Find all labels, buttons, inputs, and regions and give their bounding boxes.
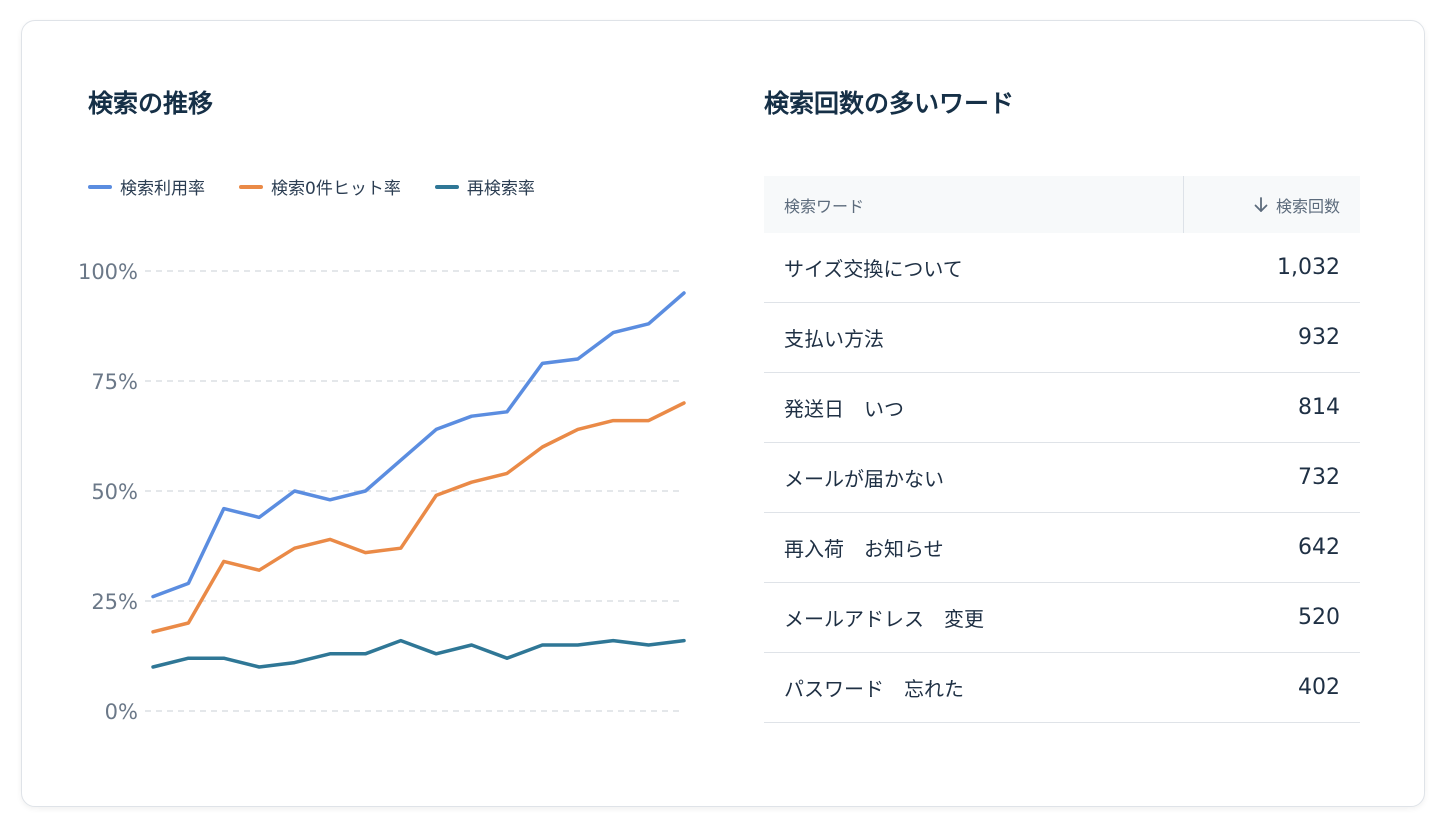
search-word-cell: 発送日 いつ (784, 397, 904, 421)
table-row[interactable]: メールが届かない 732 (764, 443, 1360, 513)
search-count-cell: 1,032 (1277, 255, 1340, 280)
search-word-cell: パスワード 忘れた (784, 677, 964, 701)
legend-item-series-2[interactable]: 検索0件ヒット率 (239, 174, 401, 199)
column-header-word[interactable]: 検索ワード (764, 176, 1184, 233)
series-line-3[interactable] (151, 638, 686, 669)
y-tick-label: 50% (91, 480, 138, 504)
search-count-cell: 520 (1298, 605, 1340, 630)
chart-title: 検索の推移 (88, 89, 214, 118)
chart-legend: 検索利用率 検索0件ヒット率 再検索率 (88, 174, 569, 199)
search-word-cell: 支払い方法 (784, 327, 884, 351)
search-word-cell: サイズ交換について (784, 257, 963, 281)
line-chart: 0% 25% 50% 75% 100% (78, 260, 686, 724)
y-tick-label: 75% (91, 370, 138, 394)
dashboard-card (21, 20, 1425, 807)
y-tick-label: 100% (78, 260, 138, 284)
search-count-cell: 732 (1298, 465, 1340, 490)
legend-label-series-1: 検索利用率 (120, 179, 205, 199)
table-body: サイズ交換について 1,032 支払い方法 932 発送日 いつ 814 メールが届かない 7… (764, 233, 1360, 723)
search-count-cell: 932 (1298, 325, 1340, 350)
search-count-cell: 402 (1298, 675, 1340, 700)
search-word-cell: メールが届かない (784, 467, 944, 491)
legend-swatch-series-3 (434, 184, 459, 189)
arrow-down-icon (1254, 196, 1268, 212)
legend-label-series-2: 検索0件ヒット率 (271, 179, 401, 199)
table-row[interactable]: メールアドレス 変更 520 (764, 583, 1360, 653)
search-words-table: 検索ワード 検索回数 サイズ交換について 1,032 支払い方法 932 発送日 いつ 8… (764, 176, 1360, 723)
search-count-cell: 642 (1298, 535, 1340, 560)
legend-item-series-3[interactable]: 再検索率 (434, 174, 535, 199)
y-tick-label: 25% (91, 590, 138, 614)
table-row[interactable]: パスワード 忘れた 402 (764, 653, 1360, 723)
legend-label-series-3: 再検索率 (466, 179, 535, 199)
column-header-count-label: 検索回数 (1275, 196, 1340, 216)
series-line-1[interactable] (151, 291, 686, 599)
y-tick-label: 0% (105, 700, 138, 724)
legend-item-series-1[interactable]: 検索利用率 (88, 174, 205, 199)
table-row[interactable]: 再入荷 お知らせ 642 (764, 513, 1360, 583)
table-row[interactable]: 発送日 いつ 814 (764, 373, 1360, 443)
search-count-cell: 814 (1298, 395, 1340, 420)
legend-swatch-series-1 (88, 184, 112, 189)
search-word-cell: 再入荷 お知らせ (784, 537, 944, 561)
table-row[interactable]: 支払い方法 932 (764, 303, 1360, 373)
table-title: 検索回数の多いワード (764, 89, 1015, 118)
table-header: 検索ワード 検索回数 (764, 176, 1360, 233)
column-header-count[interactable]: 検索回数 (1184, 176, 1360, 233)
search-word-cell: メールアドレス 変更 (784, 607, 984, 631)
table-row[interactable]: サイズ交換について 1,032 (764, 233, 1360, 303)
series-line-2[interactable] (151, 401, 686, 634)
legend-swatch-series-2 (239, 184, 263, 189)
